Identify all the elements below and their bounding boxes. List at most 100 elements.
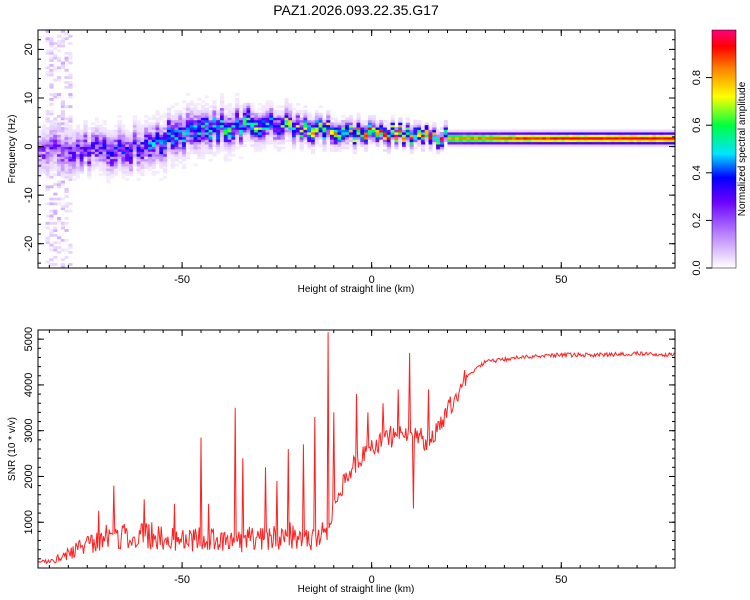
heatmap-cell [193,127,198,130]
heatmap-cell [68,202,73,206]
heatmap-cell [117,161,122,164]
heatmap-cell [621,132,627,135]
heatmap-cell [38,158,43,162]
heatmap-cell [174,127,179,130]
heatmap-cell [144,122,149,126]
heatmap-cell [49,229,54,232]
heatmap-cell [322,119,327,123]
heatmap-cell [64,141,69,145]
heatmap-cell [352,127,357,130]
heatmap-cell [246,105,251,109]
heatmap-cell [136,141,141,145]
heatmap-cell [106,134,111,138]
heatmap-cell [625,144,630,147]
heatmap-cell [284,110,289,113]
heatmap-cell [220,95,225,99]
heatmap-cell [87,134,92,138]
heatmap-cell [64,81,69,84]
heatmap-cell [98,158,103,162]
heatmap-cell [155,132,160,135]
heatmap-cell [409,139,414,143]
heatmap-cell [182,149,187,152]
heatmap-cell [121,136,126,140]
heatmap-cell [250,127,255,130]
heatmap-cell [113,161,118,164]
heatmap-cell [371,139,376,143]
heatmap-cell [584,129,589,133]
heatmap-cell [185,127,191,130]
heatmap-cell [197,146,202,150]
heatmap-cell [129,149,134,152]
heatmap-cell [402,127,407,130]
heatmap-cell [553,144,558,147]
heatmap-cell [185,115,191,118]
heatmap-cell [174,132,179,135]
heatmap-cell [83,127,88,130]
heatmap-cell [367,134,373,138]
heatmap-cell [185,136,191,140]
heatmap-cell [303,132,308,135]
heatmap-cell [189,112,194,116]
heatmap-cell [216,151,221,155]
heatmap-cell [549,134,555,138]
heatmap-cell [216,112,221,116]
heatmap-cell [136,170,141,174]
heatmap-cell [45,136,50,140]
heatmap-cell [132,119,137,123]
heatmap-cell [117,134,122,138]
heatmap-cell [242,110,247,113]
heatmap-cell [182,146,187,150]
heatmap-cell [129,136,134,140]
heatmap-cell [439,146,445,150]
heatmap-cell [170,139,175,143]
heatmap-cell [49,217,54,220]
heatmap-cell [83,141,88,145]
heatmap-cell [60,117,65,121]
heatmap-cell [447,129,452,133]
heatmap-cell [523,144,528,147]
heatmap-cell [246,139,251,143]
heatmap-cell [38,168,43,172]
heatmap-cell [466,134,471,138]
heatmap-cell [57,144,62,147]
heatmap-cell [201,115,206,118]
heatmap-cell [87,132,92,135]
heatmap-cell [671,141,676,145]
heatmap-cell [72,129,77,133]
heatmap-cell [527,132,532,135]
heatmap-cell [565,139,570,143]
heatmap-cell [421,136,426,140]
heatmap-cell [174,117,179,121]
heatmap-cell [439,134,445,138]
heatmap-cell [610,132,615,135]
heatmap-cell [166,110,172,113]
heatmap-cell [163,146,168,150]
heatmap-cell [671,139,676,143]
heatmap-cell [326,134,331,138]
heatmap-cell [148,136,153,140]
heatmap-cell [151,141,156,145]
heatmap-cell [129,141,134,145]
heatmap-cell [64,68,69,72]
y-tick-label: 20 [23,43,35,55]
heatmap-cell [155,117,160,121]
heatmap-cell [110,141,115,145]
heatmap-cell [140,161,145,164]
heatmap-cell [223,127,228,130]
heatmap-cell [125,151,130,155]
heatmap-cell [60,146,65,150]
heatmap-cell [45,73,50,77]
heatmap-cell [174,124,179,128]
heatmap-cell [159,132,164,135]
heatmap-cell [178,141,183,145]
heatmap-cell [68,153,73,157]
heatmap-cell [477,129,482,133]
heatmap-cell [132,163,137,167]
heatmap-cell [155,122,160,126]
heatmap-cell [98,127,103,130]
heatmap-cell [68,134,73,138]
heatmap-cell [197,129,202,133]
heatmap-cell [515,136,520,140]
heatmap-cell [261,117,266,121]
